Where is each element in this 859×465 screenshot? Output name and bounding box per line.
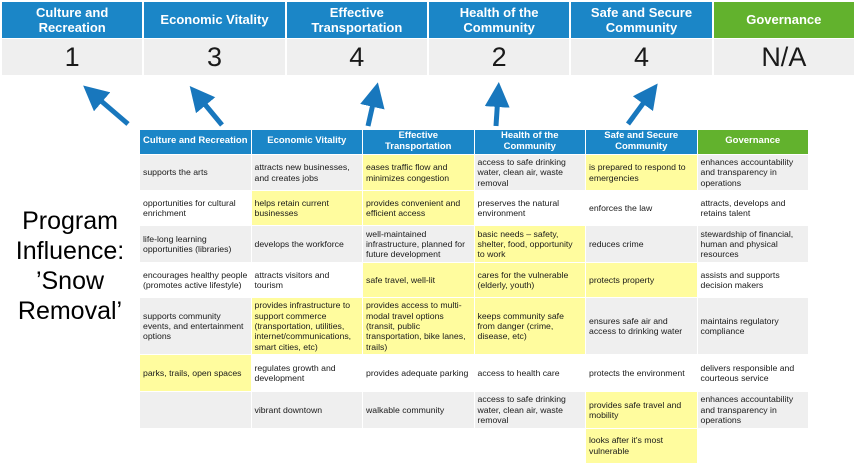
score-governance: N/A (713, 39, 854, 75)
matrix-cell-r4-c1: encourages healthy people (promotes acti… (140, 263, 251, 298)
matrix-cell-r7-c5: provides safe travel and mobility (586, 392, 697, 428)
arrow-up-icon (360, 82, 385, 127)
matrix-cell-r8-c5: looks after it's most vulnerable (586, 428, 697, 463)
matrix-cell-r1-c5: is prepared to respond to emergencies (586, 154, 697, 191)
matrix-cell-r5-c6: maintains regulatory compliance (697, 298, 808, 355)
matrix-cell-r2-c2: helps retain current businesses (251, 191, 362, 226)
priority-header-economic-vitality: Economic Vitality (144, 2, 285, 38)
score-arrows (83, 82, 658, 127)
matrix-cell-r1-c2: attracts new businesses, and creates job… (251, 154, 362, 191)
priority-header-culture-and-recreation: Culture and Recreation (2, 2, 143, 38)
program-label-line: Program (22, 207, 118, 235)
matrix-cell-r3-c1: life-long learning opportunities (librar… (140, 226, 251, 263)
matrix-cell-r6-c6: delivers responsible and courteous servi… (697, 355, 808, 392)
matrix-cell-r3-c5: reduces crime (586, 226, 697, 263)
matrix-cell-r2-c5: enforces the law (586, 191, 697, 226)
matrix-cell-r1-c1: supports the arts (140, 154, 251, 191)
score-culture-and-recreation: 1 (2, 39, 143, 75)
matrix-cell-r7-c1 (140, 392, 251, 428)
influence-matrix: Culture and Recreation Economic Vitality… (140, 130, 808, 463)
matrix-header-governance: Governance (697, 130, 808, 154)
matrix-cell-r5-c3: provides access to multi-modal travel op… (363, 298, 474, 355)
matrix-header-health-of-the-community: Health of the Community (474, 130, 585, 154)
priority-header-health-of-the-community: Health of the Community (428, 2, 570, 38)
matrix-cell-r8-c2 (251, 428, 362, 463)
matrix-cell-r3-c2: develops the workforce (251, 226, 362, 263)
score-safe-and-secure-community: 4 (571, 39, 712, 75)
arrow-up-icon (83, 85, 130, 126)
matrix-cell-r6-c5: protects the environment (586, 355, 697, 392)
matrix-cell-r7-c2: vibrant downtown (251, 392, 362, 428)
score-health-of-the-community: 2 (428, 39, 570, 75)
score-effective-transportation: 4 (286, 39, 427, 75)
matrix-header-safe-and-secure-community: Safe and Secure Community (586, 130, 697, 154)
matrix-cell-r7-c3: walkable community (363, 392, 474, 428)
arrow-up-icon (189, 85, 224, 127)
program-label-line: Removal’ (17, 297, 123, 325)
program-label-line: ’Snow (35, 267, 105, 295)
arrow-up-icon (484, 82, 510, 127)
matrix-cell-r2-c1: opportunities for cultural enrichment (140, 191, 251, 226)
matrix-cell-r4-c2: attracts visitors and tourism (251, 263, 362, 298)
matrix-cell-r2-c3: provides convenient and efficient access (363, 191, 474, 226)
matrix-cell-r5-c2: provides infrastructure to support comme… (251, 298, 362, 355)
matrix-cell-r2-c6: attracts, develops and retains talent (697, 191, 808, 226)
matrix-header-effective-transportation: Effective Transportation (363, 130, 474, 154)
matrix-cell-r3-c3: well-maintained infrastructure, planned … (363, 226, 474, 263)
matrix-cell-r6-c4: access to health care (474, 355, 585, 392)
matrix-cell-r8-c3 (363, 428, 474, 463)
priority-header-governance: Governance (713, 2, 854, 38)
matrix-cell-r4-c6: assists and supports decision makers (697, 263, 808, 298)
matrix-cell-r1-c6: enhances accountability and transparency… (697, 154, 808, 191)
matrix-cell-r4-c4: cares for the vulnerable (elderly, youth… (474, 263, 585, 298)
matrix-cell-r3-c4: basic needs – safety, shelter, food, opp… (474, 226, 585, 263)
arrow-up-icon (625, 83, 658, 126)
matrix-cell-r1-c3: eases traffic flow and minimizes congest… (363, 154, 474, 191)
priority-header-effective-transportation: Effective Transportation (286, 2, 427, 38)
matrix-cell-r3-c6: stewardship of financial, human and phys… (697, 226, 808, 263)
matrix-cell-r5-c4: keeps community safe from danger (crime,… (474, 298, 585, 355)
priority-header-safe-and-secure-community: Safe and Secure Community (571, 2, 712, 38)
matrix-header-economic-vitality: Economic Vitality (251, 130, 362, 154)
matrix-cell-r7-c6: enhances accountability and transparency… (697, 392, 808, 428)
program-label-line: Influence: (15, 237, 125, 265)
priority-score-table: Culture and Recreation Economic Vitality… (2, 2, 854, 75)
matrix-cell-r6-c3: provides adequate parking (363, 355, 474, 392)
matrix-cell-r8-c1 (140, 428, 251, 463)
matrix-cell-r6-c2: regulates growth and development (251, 355, 362, 392)
matrix-cell-r4-c3: safe travel, well-lit (363, 263, 474, 298)
matrix-cell-r5-c1: supports community events, and entertain… (140, 298, 251, 355)
matrix-cell-r4-c5: protects property (586, 263, 697, 298)
matrix-cell-r5-c5: ensures safe air and access to drinking … (586, 298, 697, 355)
matrix-cell-r2-c4: preserves the natural environment (474, 191, 585, 226)
matrix-cell-r6-c1: parks, trails, open spaces (140, 355, 251, 392)
score-economic-vitality: 3 (144, 39, 285, 75)
matrix-cell-r8-c6 (697, 428, 808, 463)
matrix-header-culture-and-recreation: Culture and Recreation (140, 130, 251, 154)
program-influence-label: Program Influence: ’Snow Removal’ (0, 206, 140, 326)
matrix-cell-r8-c4 (474, 428, 585, 463)
matrix-cell-r1-c4: access to safe drinking water, clean air… (474, 154, 585, 191)
matrix-cell-r7-c4: access to safe drinking water, clean air… (474, 392, 585, 428)
